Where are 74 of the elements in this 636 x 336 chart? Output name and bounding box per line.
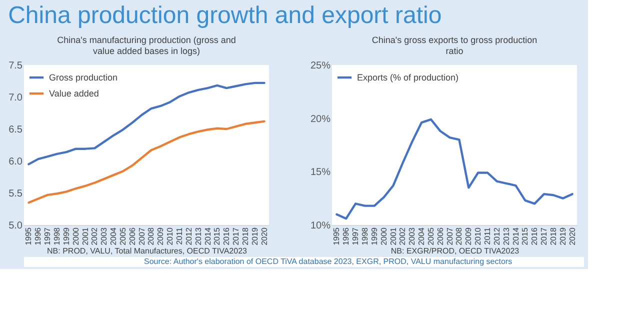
y-tick-label: 5.0 <box>8 220 23 232</box>
x-tick-label: 2003 <box>100 226 109 246</box>
chart-title: China's manufacturing production (gross and value added bases in logs) <box>57 35 236 56</box>
x-tick-label: 2003 <box>408 226 417 246</box>
x-tick-label: 2008 <box>146 226 156 246</box>
x-tick-label: 1999 <box>62 226 71 246</box>
y-tick-label: 5.5 <box>8 188 23 200</box>
y-tick-label: 7.0 <box>8 92 23 104</box>
x-tick-label: 2015 <box>212 226 222 246</box>
x-tick-label: 2020 <box>568 226 577 246</box>
x-tick-label: 1999 <box>370 226 379 246</box>
x-tick-label: 2011 <box>174 226 184 245</box>
x-tick-label: 1998 <box>52 226 62 246</box>
y-tick-label: 15% <box>310 167 331 178</box>
x-tick-label: 2008 <box>454 226 464 246</box>
x-tick-label: 2007 <box>137 226 146 246</box>
x-tick-label: 2016 <box>222 226 232 246</box>
x-tick-label: 2013 <box>194 226 203 246</box>
x-tick-label: 1995 <box>24 226 34 246</box>
x-axis-title: NB: EXGR/PROD, OECD TIVA2023 <box>390 246 520 256</box>
y-tick-label: 7.5 <box>8 60 23 72</box>
y-tick-label: 25% <box>310 60 331 72</box>
x-tick-label: 2018 <box>240 226 250 246</box>
x-tick-label: 2009 <box>464 226 474 246</box>
x-tick-label: 2019 <box>250 226 260 246</box>
x-tick-label: 2004 <box>417 226 426 246</box>
x-tick-label: 2016 <box>530 226 540 246</box>
x-tick-label: 2006 <box>436 226 445 246</box>
x-tick-label: 2019 <box>558 226 568 246</box>
line-series <box>28 120 266 204</box>
y-tick-label: 10% <box>310 220 331 232</box>
y-tick-label: 6.0 <box>8 156 23 168</box>
x-tick-label: 2018 <box>548 226 558 246</box>
y-tick-label: 6.5 <box>8 124 23 136</box>
x-tick-label: 2015 <box>520 226 530 246</box>
x-tick-label: 2010 <box>474 226 483 246</box>
legend-label: Gross production <box>49 72 118 82</box>
x-tick-label: 2010 <box>166 226 175 246</box>
x-tick-label: 2013 <box>502 226 511 246</box>
x-tick-label: 2005 <box>118 226 128 246</box>
x-tick-label: 2002 <box>90 226 100 246</box>
x-axis-title: NB: PROD, VALU, Total Manufactures, OECD TIVA2023 <box>47 246 248 256</box>
x-tick-label: 2012 <box>184 226 194 246</box>
x-tick-label: 2004 <box>109 226 118 246</box>
x-tick-label: 2014 <box>511 226 520 246</box>
x-tick-label: 2001 <box>388 226 398 246</box>
y-tick-label: 20% <box>310 114 331 125</box>
x-tick-label: 2001 <box>80 226 90 246</box>
x-tick-label: 2002 <box>398 226 408 246</box>
x-tick-label: 2012 <box>492 226 502 246</box>
source-note: Source: Author's elaboration of OECD TiVA database 2023, EXGR, PROD, VALU manufacturing sectors <box>144 257 512 266</box>
x-tick-label: 2014 <box>203 226 212 246</box>
x-tick-label: 1997 <box>351 226 360 246</box>
line-series <box>28 82 266 166</box>
x-tick-label: 1996 <box>34 226 43 246</box>
x-tick-label: 2000 <box>379 226 388 246</box>
line-series <box>336 118 574 220</box>
x-tick-label: 1995 <box>332 226 342 246</box>
x-tick-label: 2007 <box>445 226 454 246</box>
legend-label: Value added <box>49 88 99 98</box>
x-tick-label: 2000 <box>71 226 80 246</box>
x-tick-label: 1998 <box>360 226 370 246</box>
x-tick-label: 1996 <box>342 226 351 246</box>
text: China production growth and export ratio <box>8 2 442 29</box>
x-tick-label: 2017 <box>540 226 549 246</box>
x-tick-label: 2009 <box>156 226 166 246</box>
x-tick-label: 2011 <box>482 226 492 245</box>
chart-title: China's gross exports to gross production ratio <box>372 35 538 56</box>
x-tick-label: 2005 <box>426 226 436 246</box>
x-tick-label: 2020 <box>260 226 269 246</box>
x-tick-label: 2017 <box>232 226 241 246</box>
x-tick-label: 2006 <box>128 226 137 246</box>
legend-label: Exports (% of production) <box>357 72 459 82</box>
x-tick-label: 1997 <box>43 226 52 246</box>
